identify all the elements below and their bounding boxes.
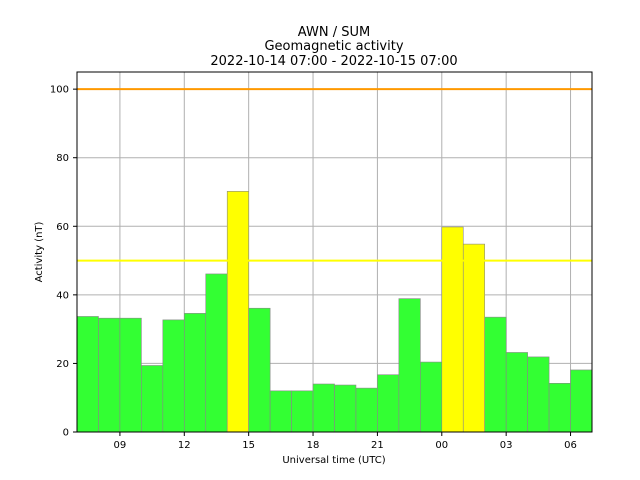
activity-bar (76, 316, 99, 433)
x-tick-label: 06 (564, 440, 577, 451)
activity-bar (334, 384, 357, 433)
chart-title-line-2: Geomagnetic activity (264, 39, 403, 54)
activity-bar (312, 383, 335, 433)
x-tick-label: 00 (435, 440, 448, 451)
activity-bar (355, 387, 378, 433)
activity-bar (162, 319, 185, 433)
activity-bar (377, 374, 400, 433)
chart-title-line-3: 2022-10-14 07:00 - 2022-10-15 07:00 (210, 54, 457, 69)
activity-bar (98, 317, 121, 433)
x-tick-label: 09 (114, 440, 127, 451)
y-tick-label: 40 (56, 290, 69, 301)
activity-bar (505, 352, 528, 433)
y-tick-label: 100 (50, 85, 69, 96)
activity-bar (484, 316, 507, 433)
activity-bar (183, 313, 207, 433)
y-tick-label: 60 (56, 222, 69, 233)
activity-bar (226, 191, 249, 433)
activity-bar (119, 317, 142, 433)
activity-bar (462, 243, 486, 433)
x-tick-label: 18 (307, 440, 320, 451)
threshold-lines (77, 88, 592, 262)
activity-bar (269, 390, 292, 433)
activity-bar (441, 226, 464, 433)
x-tick-label: 03 (500, 440, 513, 451)
activity-bar (420, 361, 443, 433)
x-tick-label: 15 (242, 440, 255, 451)
y-axis-label: Activity (nT) (34, 221, 45, 282)
activity-bar (570, 369, 593, 433)
y-tick-label: 0 (63, 428, 69, 439)
y-tick-label: 80 (56, 153, 69, 164)
activity-bar (291, 390, 314, 433)
x-tick-label: 12 (178, 440, 191, 451)
x-tick-label: 21 (371, 440, 384, 451)
plot-frame (76, 71, 593, 433)
axis-ticks: 0 20 40 60 80 100 09 12 15 18 21 00 03 06 (50, 85, 577, 451)
activity-bar (527, 356, 550, 433)
bars-group (76, 191, 593, 433)
x-axis-label: Universal time (UTC) (282, 455, 385, 466)
activity-bar (141, 365, 164, 433)
chart-title-line-1: AWN / SUM (298, 25, 370, 40)
activity-bar (548, 383, 571, 433)
activity-bar (398, 298, 421, 433)
activity-bar (248, 307, 271, 433)
y-tick-label: 20 (56, 359, 69, 370)
activity-bar (205, 273, 228, 433)
